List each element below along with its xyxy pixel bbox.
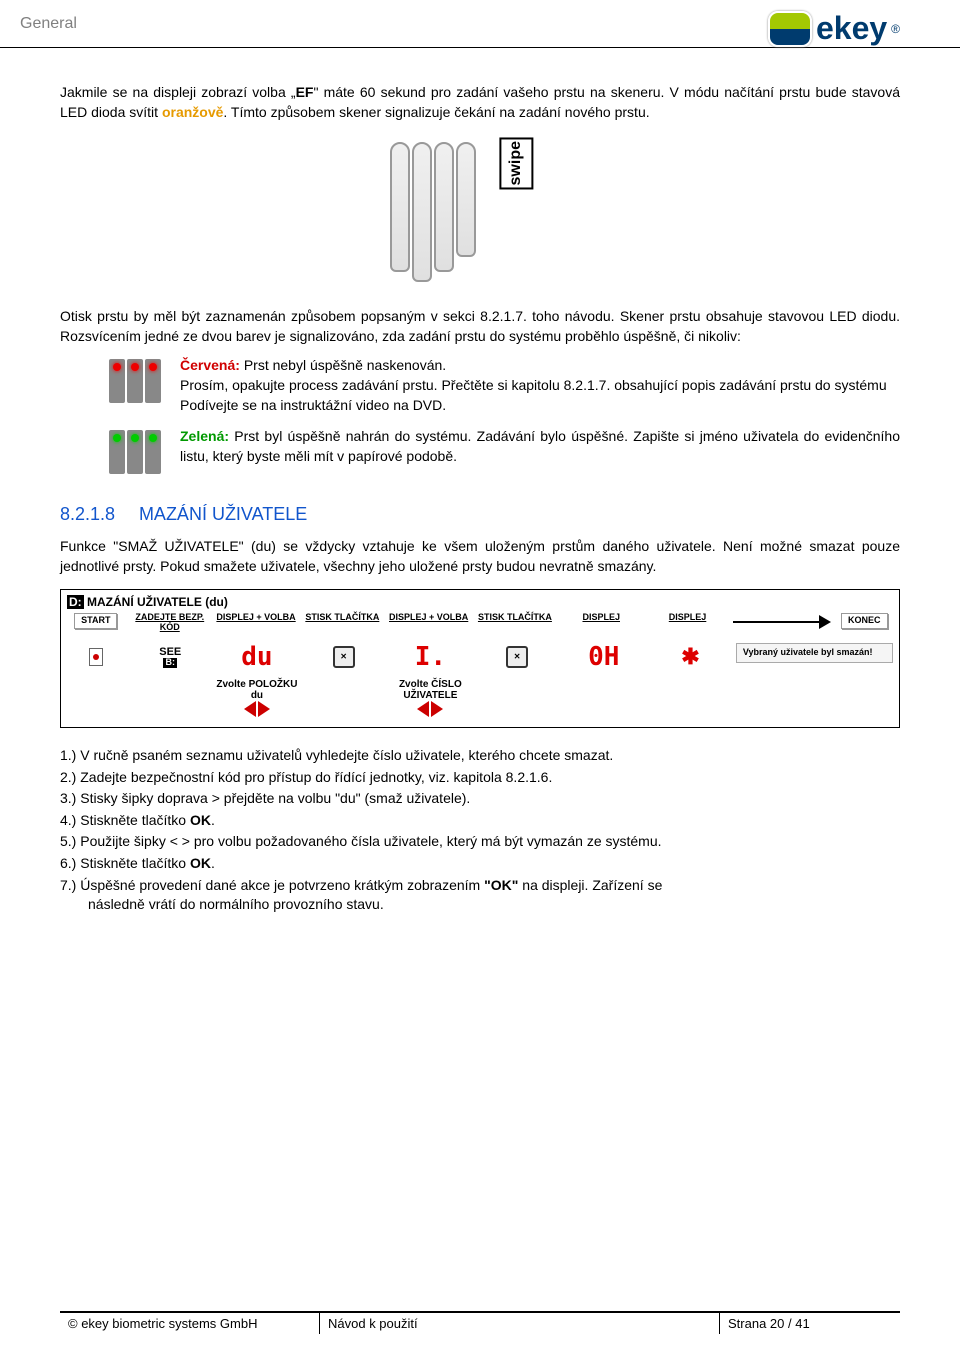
flow-bt1: STISK TLAČÍTKA <box>305 612 379 622</box>
flow-note: Vybraný uživatele byl smazán! <box>736 643 893 663</box>
footer-right: Strana 20 / 41 <box>720 1313 900 1334</box>
red-status-block: Červená: Prst nebyl úspěšně naskenován. … <box>100 356 900 415</box>
step-2: 2.) Zadejte bezpečnostní kód pro přístup… <box>60 768 900 788</box>
green-status-block: Zelená: Prst byl úspěšně nahrán do systé… <box>100 427 900 477</box>
flow-see-b: B: <box>163 658 177 668</box>
logo: ekey ® <box>768 10 900 47</box>
p2: Otisk prstu by měl být zaznamenán způsob… <box>60 307 900 346</box>
flow-title: D: MAZÁNÍ UŽIVATELE (du) <box>67 594 893 611</box>
p1-ef: EF <box>296 84 314 100</box>
flow-dv1: DISPLEJ + VOLBA <box>216 612 295 622</box>
arrows-icon <box>216 701 299 717</box>
step-4: 4.) Stiskněte tlačítko OK. <box>60 811 900 831</box>
step7-bold: "OK" <box>484 877 518 893</box>
steps-list: 1.) V ručně psaném seznamu uživatelů vyh… <box>60 746 900 915</box>
p3: Funkce "SMAŽ UŽIVATELE" (du) se vždycky … <box>60 537 900 576</box>
ok-button-icon: ✕ <box>333 646 355 668</box>
step4-bold: OK <box>190 812 211 828</box>
flow-dv2: DISPLEJ + VOLBA <box>389 612 468 622</box>
flow-title-text: MAZÁNÍ UŽIVATELE (du) <box>87 595 228 609</box>
page-header: General ekey ® <box>0 0 960 48</box>
red-label: Červená: <box>180 357 240 373</box>
p1-orange: oranžově <box>162 104 223 120</box>
section-heading: 8.2.1.8 MAZÁNÍ UŽIVATELE <box>60 502 900 527</box>
flow-content-row: SEEB: du ✕ I. ✕ 0H ✱ Vybraný uživatele b… <box>67 637 893 677</box>
swipe-figure: swipe <box>60 137 900 287</box>
content: Jakmile se na displeji zobrazí volba „EF… <box>0 83 960 915</box>
flow-bt2: STISK TLAČÍTKA <box>478 612 552 622</box>
flow-end: KONEC <box>841 613 888 629</box>
star-icon: ✱ <box>681 645 699 669</box>
flow-start: START <box>74 613 117 629</box>
flow-d2: DISPLEJ <box>669 612 707 622</box>
step-5: 5.) Použijte šipky < > pro volbu požadov… <box>60 832 900 852</box>
flow-sub-row: Zvolte POLOŽKU du Zvolte ČÍSLO UŽIVATELE <box>67 677 893 717</box>
section-title: MAZÁNÍ UŽIVATELE <box>139 504 307 524</box>
seg-du: du <box>241 643 272 672</box>
red-text: Červená: Prst nebyl úspěšně naskenován. … <box>180 356 900 415</box>
step-6: 6.) Stiskněte tlačítko OK. <box>60 854 900 874</box>
flow-sub2: Zvolte ČÍSLO UŽIVATELE <box>389 679 472 701</box>
step-7: 7.) Úspěšné provedení dané akce je potvr… <box>60 876 900 915</box>
red-l2: Prosím, opakujte process zadávání prstu.… <box>180 377 887 393</box>
green-label: Zelená: <box>180 428 229 444</box>
intro-para: Jakmile se na displeji zobrazí volba „EF… <box>60 83 900 122</box>
swipe-arrow-icon: swipe <box>496 137 536 189</box>
step-3: 3.) Stisky šipky doprava > přejděte na v… <box>60 789 900 809</box>
flow-kod: ZADEJTE BEZP. KÓD <box>135 612 204 632</box>
p1c: . Tímto způsobem skener signalizuje čeká… <box>223 104 649 120</box>
flow-sub1: Zvolte POLOŽKU du <box>216 679 299 701</box>
step6-bold: OK <box>190 855 211 871</box>
red-l3: Podívejte se na instruktážní video na DV… <box>180 397 446 413</box>
green-body: Prst byl úspěšně nahrán do systému. Zadá… <box>180 428 900 464</box>
red-led-icon <box>100 356 170 406</box>
logo-icon <box>768 11 812 47</box>
swipe-box: swipe <box>390 137 570 287</box>
ok-button-icon: ✕ <box>506 646 528 668</box>
footer-left: ekey biometric systems GmbH <box>60 1313 320 1334</box>
swipe-label: swipe <box>499 137 533 189</box>
seg-oh: 0H <box>588 643 619 672</box>
header-title: General <box>20 10 77 33</box>
green-text: Zelená: Prst byl úspěšně nahrán do systé… <box>180 427 900 477</box>
unit-icon <box>89 648 103 666</box>
p1a: Jakmile se na displeji zobrazí volba „ <box>60 84 296 100</box>
flow-header-row: START ZADEJTE BEZP. KÓD DISPLEJ + VOLBA … <box>67 613 893 633</box>
footer-mid: Návod k použití <box>320 1313 720 1334</box>
step-1: 1.) V ručně psaném seznamu uživatelů vyh… <box>60 746 900 766</box>
logo-text: ekey <box>816 10 887 47</box>
fingers-icon <box>390 142 476 282</box>
flow-d1: DISPLEJ <box>582 612 620 622</box>
green-led-icon <box>100 427 170 477</box>
arrows-icon <box>389 701 472 717</box>
red-l1: Prst nebyl úspěšně naskenován. <box>244 357 446 373</box>
logo-reg: ® <box>891 22 900 36</box>
seg-user: I. <box>415 643 446 672</box>
flow-diagram: D: MAZÁNÍ UŽIVATELE (du) START ZADEJTE B… <box>60 589 900 729</box>
page-footer: ekey biometric systems GmbH Návod k použ… <box>60 1311 900 1334</box>
arrow-icon <box>733 613 832 631</box>
flow-title-prefix: D: <box>67 595 84 609</box>
section-num: 8.2.1.8 <box>60 504 115 524</box>
